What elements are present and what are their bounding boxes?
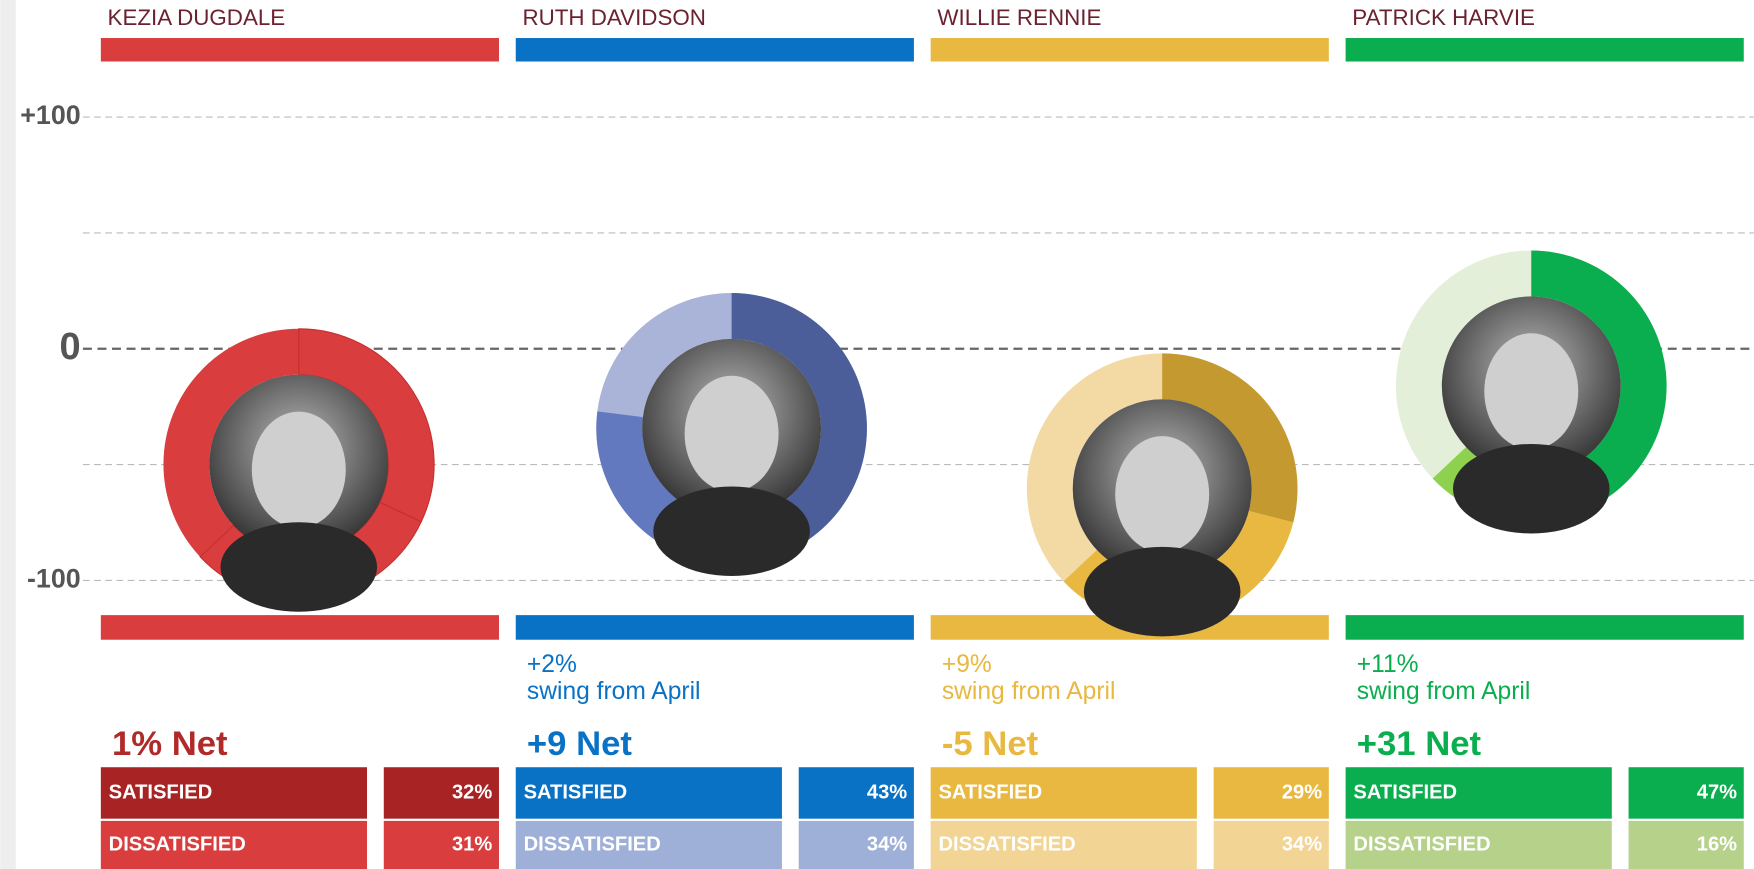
ring-segment [1531, 250, 1667, 519]
top-bar [930, 38, 1329, 62]
table-value-cell [1628, 767, 1744, 819]
photo-face [251, 411, 346, 528]
table-label-cell [930, 767, 1197, 819]
table-value: 32% [452, 781, 492, 803]
table-value: 47% [1697, 781, 1737, 803]
leader-name: PATRICK HARVIE [1352, 5, 1535, 30]
table-label: SATISFIED [939, 781, 1043, 803]
top-bar [100, 38, 499, 62]
top-bar [515, 38, 914, 62]
table-label: DISSATISFIED [109, 833, 246, 855]
swing-text: swing from April [527, 678, 701, 705]
table-value-cell [1213, 767, 1329, 819]
net-label: -5 Net [942, 725, 1039, 763]
table-label: SATISFIED [524, 781, 628, 803]
table-value: 34% [867, 833, 907, 855]
bottom-bar [100, 615, 499, 640]
table-label: SATISFIED [109, 781, 213, 803]
ring-segment [731, 293, 867, 551]
swing-text: swing from April [942, 678, 1116, 705]
bottom-bar [515, 615, 914, 640]
table-value-cell [798, 767, 914, 819]
table-value-cell [383, 767, 499, 819]
leader-name: RUTH DAVIDSON [522, 5, 705, 30]
net-label: 1% Net [112, 725, 228, 763]
swing-text: swing from April [1357, 678, 1531, 705]
photo-shoulders [1083, 546, 1241, 637]
table-value: 34% [1282, 833, 1322, 855]
photo-face [1484, 333, 1579, 450]
y-tick-label: -100 [27, 564, 81, 594]
table-label-cell [515, 820, 782, 869]
table-value: 29% [1282, 781, 1322, 803]
swing-value: +11% [1357, 651, 1419, 678]
table-value-cell [798, 820, 914, 869]
table-label-cell [515, 767, 782, 819]
table-value-cell [1628, 820, 1744, 869]
ring-segment [1162, 353, 1298, 523]
photo-face [1115, 436, 1210, 553]
swing-value: +9% [942, 651, 992, 678]
leader-name: WILLIE RENNIE [937, 5, 1101, 30]
photo-shoulders [1452, 444, 1610, 534]
table-label-cell [930, 820, 1197, 869]
table-label: DISSATISFIED [939, 833, 1076, 855]
top-bar [1345, 38, 1744, 62]
net-label: +9 Net [527, 725, 632, 763]
table-label: DISSATISFIED [1353, 833, 1490, 855]
swing-value: +2% [527, 651, 577, 678]
table-label-cell [1345, 820, 1612, 869]
table-label-cell [100, 767, 368, 819]
table-label-cell [100, 820, 368, 869]
photo-shoulders [653, 486, 810, 576]
photo-shoulders [220, 522, 378, 612]
table-value: 31% [452, 833, 492, 855]
bottom-bar [1345, 615, 1744, 640]
net-label: +31 Net [1357, 725, 1482, 763]
leader-name: KEZIA DUGDALE [108, 5, 286, 30]
table-value: 16% [1697, 833, 1737, 855]
table-label: SATISFIED [1353, 781, 1457, 803]
y-tick-label: +100 [20, 100, 80, 130]
y-tick-label: 0 [60, 326, 81, 368]
table-value: 43% [867, 781, 907, 803]
table-value-cell [383, 820, 499, 869]
table-value-cell [1213, 820, 1329, 869]
photo-face [684, 375, 779, 493]
side-strip [0, 0, 16, 869]
table-label: DISSATISFIED [524, 833, 661, 855]
table-label-cell [1345, 767, 1612, 819]
